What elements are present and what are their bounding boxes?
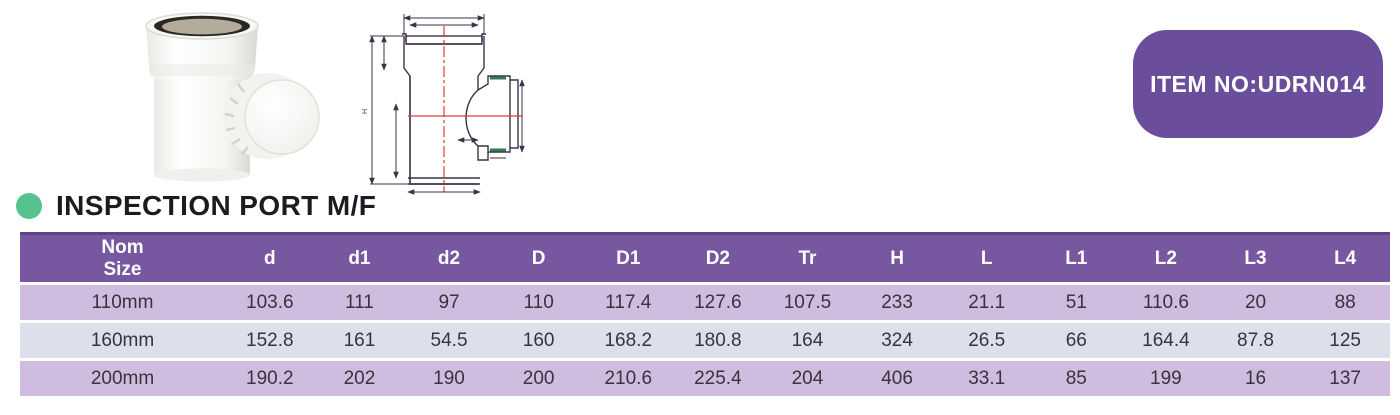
cell-l: 21.1 — [941, 285, 1032, 320]
cell-d1: 202 — [314, 361, 405, 396]
product-photo — [92, 6, 324, 188]
drawing-dimension-label-h: H — [362, 109, 369, 114]
cell-l: 33.1 — [941, 361, 1032, 396]
technical-drawing-graphic: H — [362, 14, 525, 195]
table-row: 110mm 103.6 111 97 110 117.4 127.6 107.5 233 21.1… — [20, 285, 1390, 320]
column-header-d2: D2 — [673, 232, 763, 282]
cell-d: 200 — [493, 361, 584, 396]
cell-h: 233 — [852, 285, 942, 320]
column-header-d1: d1 — [314, 232, 405, 282]
nom-size-line1: Nom — [101, 236, 144, 258]
column-header-l4: L4 — [1300, 232, 1390, 282]
cell-tr: 204 — [762, 361, 853, 396]
column-header-d2: d2 — [404, 232, 494, 282]
nom-size-line2: Size — [103, 258, 142, 280]
column-header-h: H — [852, 232, 942, 282]
cell-d2: 180.8 — [673, 323, 763, 358]
item-number-badge: ITEM NO:UDRN014 — [1133, 30, 1383, 138]
column-header-d: d — [225, 232, 315, 282]
cell-d: 110 — [493, 285, 584, 320]
cell-l1: 51 — [1031, 285, 1122, 320]
page-title: INSPECTION PORT M/F — [56, 190, 377, 221]
cell-d2: 97 — [404, 285, 494, 320]
row-size-label: 200mm — [20, 361, 225, 396]
cell-d2: 225.4 — [673, 361, 763, 396]
cell-d2: 127.6 — [673, 285, 763, 320]
column-header-tr: Tr — [762, 232, 853, 282]
cell-l3: 16 — [1210, 361, 1301, 396]
cell-d1: 161 — [314, 323, 405, 358]
cell-l2: 164.4 — [1121, 323, 1211, 358]
cell-d1: 111 — [314, 285, 405, 320]
cell-l: 26.5 — [941, 323, 1032, 358]
cell-d1: 117.4 — [583, 285, 674, 320]
cell-tr: 164 — [762, 323, 853, 358]
cell-h: 324 — [852, 323, 942, 358]
cell-d2: 54.5 — [404, 323, 494, 358]
section-title-row: INSPECTION PORT M/F — [16, 190, 376, 222]
table-row: 200mm 190.2 202 190 200 210.6 225.4 204 406 33.1 8… — [20, 361, 1390, 396]
cell-d: 160 — [493, 323, 584, 358]
column-header-nom-size: Nom Size — [20, 232, 225, 282]
column-header-l3: L3 — [1210, 232, 1301, 282]
cell-d1: 168.2 — [583, 323, 674, 358]
cell-l3: 87.8 — [1210, 323, 1301, 358]
cell-l4: 137 — [1300, 361, 1390, 396]
green-bullet-icon — [16, 193, 42, 219]
spec-table-header-row: Nom Size d d1 d2 D D1 D2 Tr H L L1 L2 L3 L4 — [20, 232, 1390, 282]
cell-h: 406 — [852, 361, 942, 396]
cell-l2: 110.6 — [1121, 285, 1211, 320]
column-header-d: D — [493, 232, 584, 282]
column-header-d1: D1 — [583, 232, 674, 282]
cell-d1: 210.6 — [583, 361, 674, 396]
cell-l3: 20 — [1210, 285, 1301, 320]
cell-tr: 107.5 — [762, 285, 853, 320]
technical-drawing: H — [362, 12, 526, 198]
column-header-l1: L1 — [1031, 232, 1122, 282]
cell-d2: 190 — [404, 361, 494, 396]
cell-l2: 199 — [1121, 361, 1211, 396]
cell-l4: 125 — [1300, 323, 1390, 358]
cell-l1: 85 — [1031, 361, 1122, 396]
cell-d: 190.2 — [225, 361, 315, 396]
cell-l1: 66 — [1031, 323, 1122, 358]
column-header-l: L — [941, 232, 1032, 282]
table-row: 160mm 152.8 161 54.5 160 168.2 180.8 164 324 26.5… — [20, 323, 1390, 358]
inspection-port-photo-graphic — [145, 12, 320, 182]
column-header-l2: L2 — [1121, 232, 1211, 282]
item-number-label: ITEM NO:UDRN014 — [1150, 70, 1366, 97]
cell-l4: 88 — [1300, 285, 1390, 320]
spec-table: Nom Size d d1 d2 D D1 D2 Tr H L L1 L2 L3 L4 110mm 103… — [20, 229, 1390, 399]
cell-d: 152.8 — [225, 323, 315, 358]
row-size-label: 110mm — [20, 285, 225, 320]
row-size-label: 160mm — [20, 323, 225, 358]
cell-d: 103.6 — [225, 285, 315, 320]
